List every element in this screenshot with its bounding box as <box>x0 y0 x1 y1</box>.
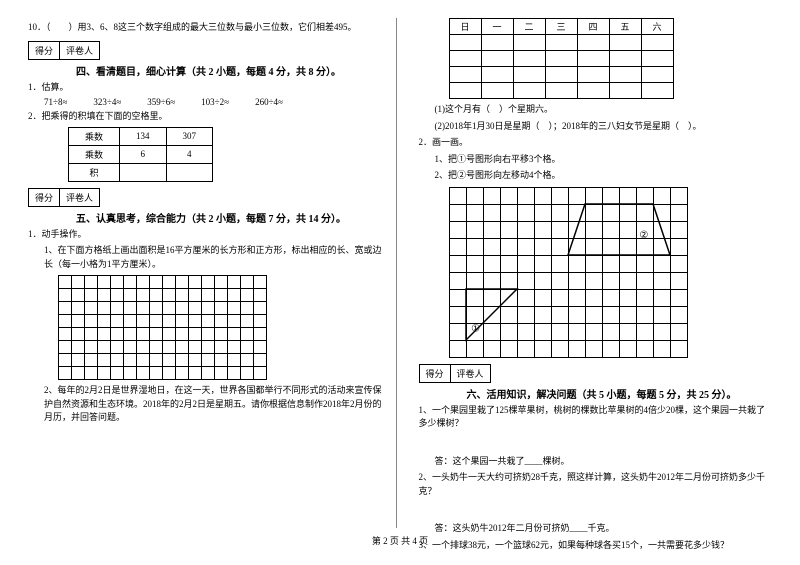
grader-label: 评卷人 <box>59 41 100 60</box>
score-label: 得分 <box>419 364 450 383</box>
cell: 134 <box>120 127 167 145</box>
section-6-title: 六、活用知识，解决问题（共 5 小题，每题 5 分，共 25 分）。 <box>467 386 773 401</box>
grader-label: 评卷人 <box>59 188 100 207</box>
r-q2: (2)2018年1月30日是星期（ ）；2018年的三八妇女节是星期（ ）。 <box>435 120 773 134</box>
cell: 积 <box>69 163 120 181</box>
cell: 乘数 <box>69 127 120 145</box>
q6-1: 1、一个果园里栽了125棵苹果树，桃树的棵数比苹果树的4倍少20棵，这个果园一共… <box>419 404 773 431</box>
score-label: 得分 <box>28 188 59 207</box>
est-4: 103÷2≈ <box>201 97 229 107</box>
estimate-title: 1．估算。 <box>28 81 382 95</box>
shape-grid: ②① <box>449 187 773 358</box>
q4-2: 2．把乘得的积填在下面的空格里。 <box>28 110 382 124</box>
question-10: 10．（ ）用3、6、8这三个数字组成的最大三位数与最小三位数，它们相差495。 <box>28 21 382 35</box>
estimate-row: 71÷8≈ 323÷4≈ 359÷6≈ 103÷2≈ 260÷4≈ <box>44 97 382 107</box>
r-q1: (1)这个月有（ ）个星期六。 <box>435 103 773 117</box>
cell: 4 <box>166 145 213 163</box>
q2-1: 1、把①号图形向右平移3个格。 <box>435 153 773 167</box>
q6-3: 3、一个排球38元，一个篮球62元，如果每种球各买15个，一共需要花多少钱？ <box>419 539 773 553</box>
score-box-4: 得分 评卷人 <box>28 41 382 60</box>
score-box-5: 得分 评卷人 <box>28 188 382 207</box>
cell: 6 <box>120 145 167 163</box>
a6-2: 答：这头奶牛2012年二月份可挤奶____千克。 <box>435 522 773 536</box>
score-box-6: 得分 评卷人 <box>419 364 773 383</box>
q5-1: 1．动手操作。 <box>28 228 382 242</box>
est-1: 71÷8≈ <box>44 97 67 107</box>
score-label: 得分 <box>28 41 59 60</box>
right-column: 日一二三四五六 (1)这个月有（ ）个星期六。 (2)2018年1月30日是星期… <box>415 18 773 528</box>
cell <box>120 163 167 181</box>
q5-1-1: 1、在下面方格纸上画出面积是16平方厘米的长方形和正方形，标出相应的长、宽或边长… <box>44 244 382 271</box>
section-4-title: 四、看清题目，细心计算（共 2 小题，每题 4 分，共 8 分）。 <box>76 63 382 78</box>
est-2: 323÷4≈ <box>93 97 121 107</box>
q5-2: 2、每年的2月2日是世界湿地日，在这一天，世界各国都举行不同形式的活动来宣传保护… <box>44 384 382 425</box>
multiply-table: 乘数134307 乘数64 积 <box>68 127 213 182</box>
svg-text:①: ① <box>471 323 480 334</box>
cell <box>166 163 213 181</box>
est-3: 359÷6≈ <box>147 97 175 107</box>
grader-label: 评卷人 <box>450 364 491 383</box>
q2-title: 2．画一画。 <box>419 136 773 150</box>
est-5: 260÷4≈ <box>255 97 283 107</box>
cell: 乘数 <box>69 145 120 163</box>
q2-2: 2、把②号图形向左移动4个格。 <box>435 169 773 183</box>
square-grid <box>58 275 267 380</box>
a6-1: 答：这个果园一共栽了____棵树。 <box>435 455 773 469</box>
svg-text:②: ② <box>639 230 648 241</box>
calendar-table: 日一二三四五六 <box>449 18 674 99</box>
left-column: 10．（ ）用3、6、8这三个数字组成的最大三位数与最小三位数，它们相差495。… <box>28 18 397 528</box>
q6-2: 2、一头奶牛一天大约可挤奶28千克，照这样计算，这头奶牛2012年二月份可挤奶多… <box>419 471 773 498</box>
cell: 307 <box>166 127 213 145</box>
section-5-title: 五、认真思考，综合能力（共 2 小题，每题 7 分，共 14 分）。 <box>76 210 382 225</box>
